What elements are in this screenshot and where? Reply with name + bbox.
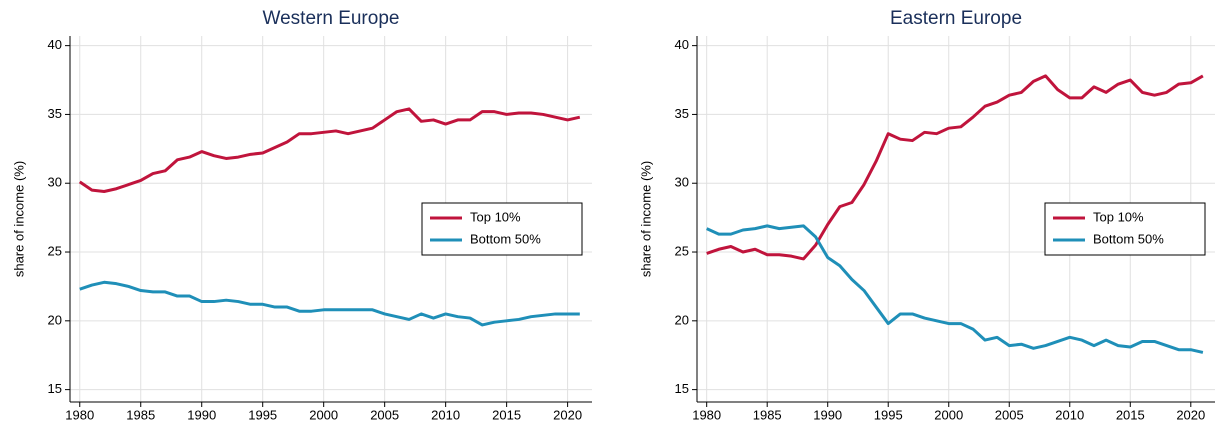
chart-title: Western Europe xyxy=(263,8,400,29)
legend-label: Top 10% xyxy=(470,209,521,224)
x-tick-label: 2000 xyxy=(934,407,963,422)
legend-label: Top 10% xyxy=(1093,209,1144,224)
legend-box xyxy=(1044,202,1206,256)
y-tick-label: 15 xyxy=(675,381,689,396)
x-tick-label: 2005 xyxy=(995,407,1024,422)
x-tick-label: 1995 xyxy=(248,407,277,422)
legend-box xyxy=(421,202,583,256)
panel: Eastern Europe share of income (%) 15 20 25 3… xyxy=(638,8,1215,422)
x-tick-label: 1980 xyxy=(692,407,721,422)
x-tick-label: 2015 xyxy=(492,407,521,422)
series-line xyxy=(79,280,580,327)
series-line xyxy=(78,107,581,193)
x-tick-label: 2000 xyxy=(309,407,338,422)
y-tick-label: 35 xyxy=(48,106,62,121)
y-tick-label: 30 xyxy=(675,175,689,190)
legend-label: Bottom 50% xyxy=(1093,231,1164,246)
y-tick-label: 35 xyxy=(675,106,689,121)
y-axis-label: share of income (%) xyxy=(638,161,653,277)
x-tick-label: 2010 xyxy=(1055,407,1084,422)
x-tick-label: 1990 xyxy=(813,407,842,422)
x-tick-label: 2005 xyxy=(370,407,399,422)
x-tick-label: 1985 xyxy=(126,407,155,422)
y-tick-label: 40 xyxy=(48,37,62,52)
y-tick-label: 20 xyxy=(48,312,62,327)
y-tick-label: 20 xyxy=(675,312,689,327)
y-tick-label: 40 xyxy=(675,37,689,52)
legend-label: Bottom 50% xyxy=(470,231,541,246)
y-tick-label: 25 xyxy=(48,243,62,258)
x-tick-label: 2020 xyxy=(553,407,582,422)
x-tick-label: 1985 xyxy=(753,407,782,422)
series-line xyxy=(706,74,1204,261)
y-tick-label: 15 xyxy=(48,381,62,396)
x-tick-label: 1995 xyxy=(874,407,903,422)
x-tick-label: 1990 xyxy=(187,407,216,422)
x-tick-label: 2010 xyxy=(431,407,460,422)
series-line xyxy=(706,224,1204,354)
y-axis-label: share of income (%) xyxy=(11,161,26,277)
x-tick-label: 2020 xyxy=(1176,407,1205,422)
x-tick-label: 2015 xyxy=(1116,407,1145,422)
x-tick-label: 1980 xyxy=(65,407,94,422)
chart-title: Eastern Europe xyxy=(890,8,1022,29)
y-tick-label: 30 xyxy=(48,175,62,190)
panel: Western Europe share of income (%) 15 20 25 3… xyxy=(11,8,592,422)
y-tick-label: 25 xyxy=(675,243,689,258)
